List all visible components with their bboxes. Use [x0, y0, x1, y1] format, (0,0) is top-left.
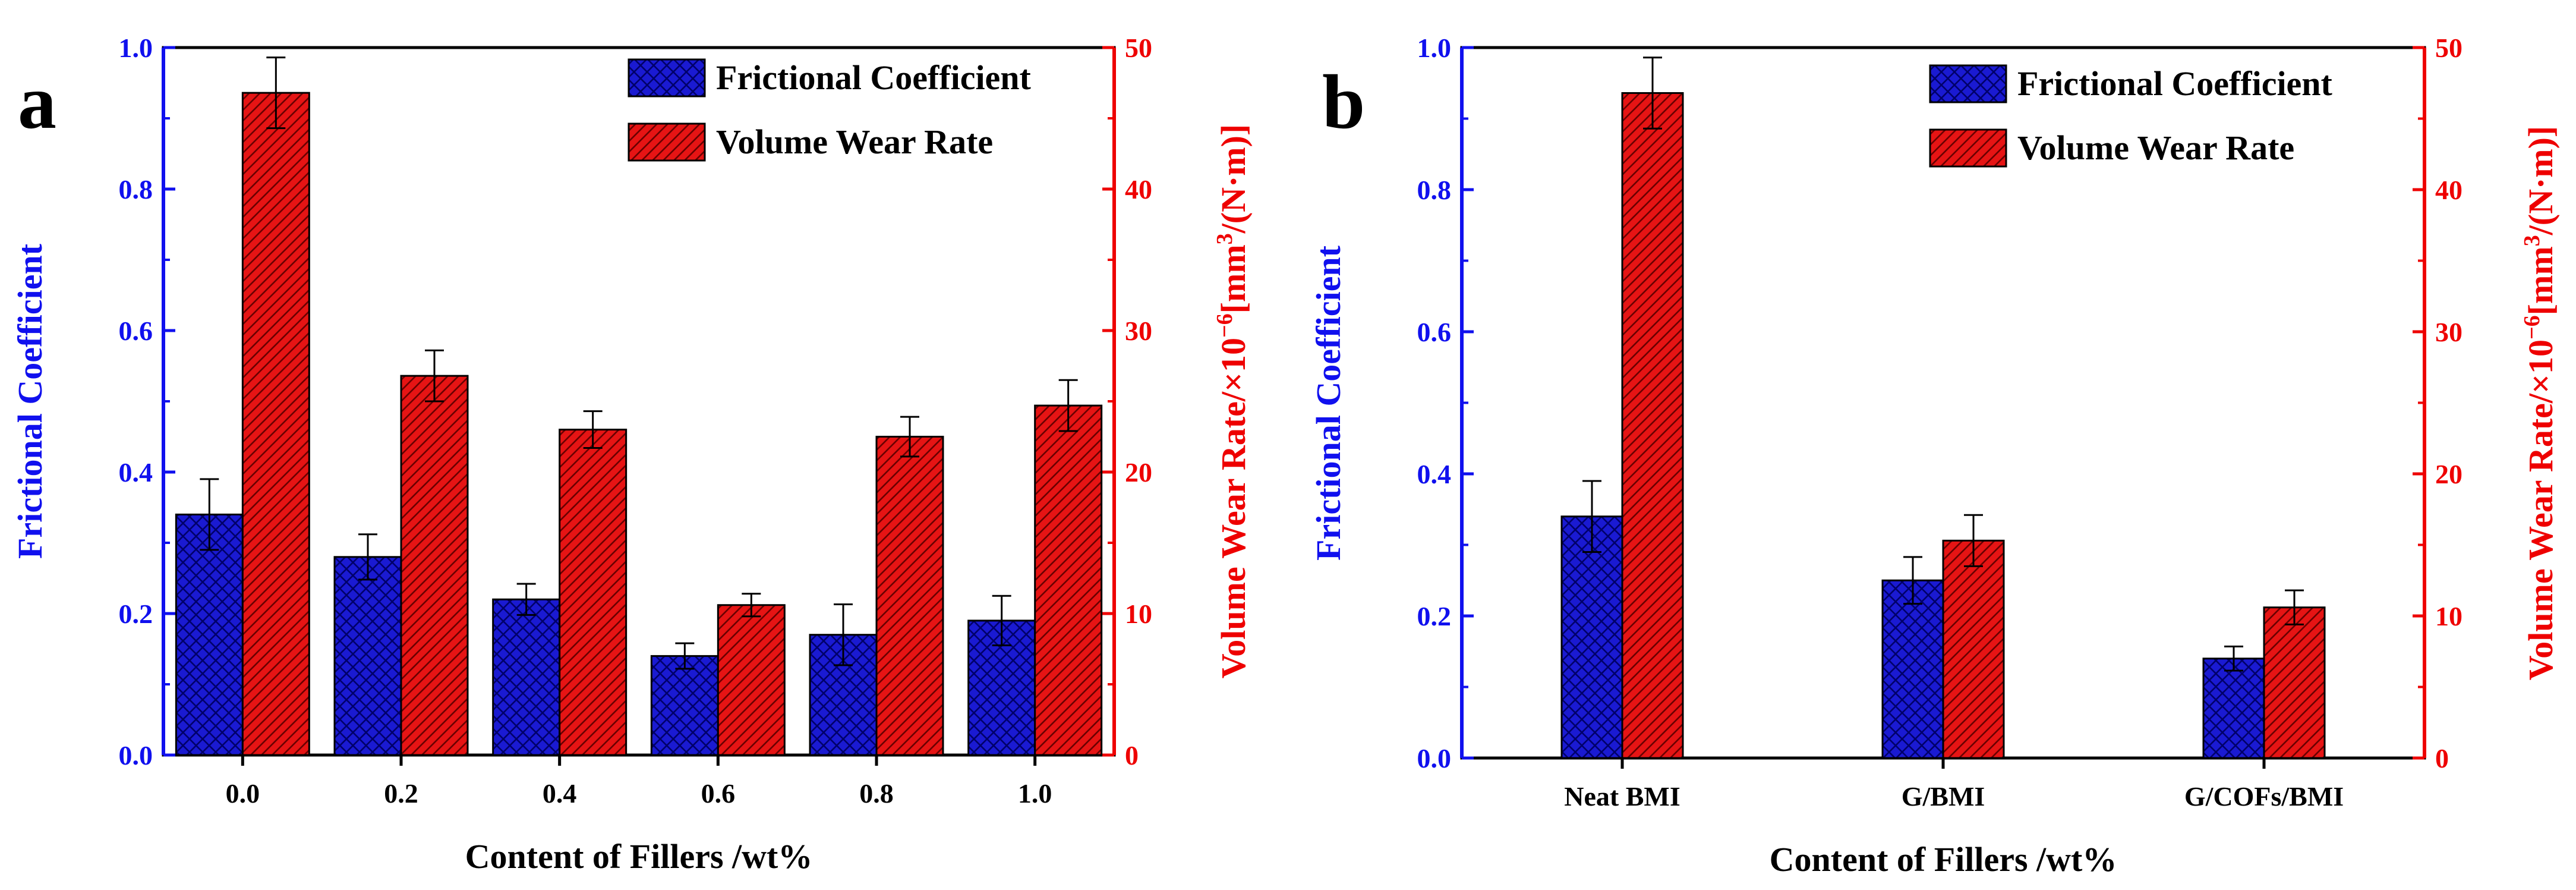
- legend-volume-wear-rate: Volume Wear Rate: [716, 122, 993, 161]
- x-tick-label: Neat BMI: [1564, 781, 1680, 812]
- right-tick-label: 20: [2435, 459, 2463, 489]
- right-y-axis-title: Volume Wear Rate/×10−6[mm3/(N·m)]: [2520, 126, 2560, 681]
- legend-frictional-coefficient: Frictional Coefficient: [2017, 64, 2333, 103]
- bar-frictional-coefficient: [333, 556, 402, 756]
- left-tick-label: 0.6: [119, 316, 153, 346]
- left-y-ticks: 0.0 0.2 0.4 0.6 0.8 1.0: [1417, 33, 1474, 773]
- right-tick-label: 40: [1125, 174, 1152, 205]
- right-tick-label: 50: [2435, 33, 2463, 63]
- x-tick-label: 0.2: [384, 778, 418, 809]
- x-axis-title: Content of Fillers /wt%: [465, 837, 813, 876]
- right-tick-label: 20: [1125, 457, 1152, 488]
- x-tick-label: 0.0: [226, 778, 260, 809]
- x-tick-label: G/COFs/BMI: [2184, 781, 2344, 812]
- x-ticks: 0.0 0.2 0.4 0.6 0.8 1.0: [226, 755, 1052, 809]
- left-tick-label: 0.2: [1417, 601, 1452, 631]
- right-y-ticks: 0 10 20 30 40 50: [1102, 33, 1152, 771]
- bar-volume-wear-rate: [2263, 606, 2326, 759]
- bars: [175, 56, 1103, 756]
- bar-frictional-coefficient: [492, 598, 561, 756]
- right-tick-label: 10: [2435, 601, 2463, 631]
- legend: Frictional Coefficient Volume Wear Rate: [628, 58, 1032, 162]
- left-tick-label: 0.6: [1417, 317, 1452, 347]
- x-tick-label: 1.0: [1018, 778, 1052, 809]
- right-tick-label: 0: [1125, 740, 1139, 771]
- bar-frictional-coefficient: [1881, 579, 1944, 759]
- right-tick-label: 40: [2435, 175, 2463, 205]
- right-tick-label: 50: [1125, 33, 1152, 63]
- panel-label: b: [1322, 59, 1365, 145]
- x-tick-label: 0.6: [701, 778, 736, 809]
- bar-frictional-coefficient: [2202, 658, 2265, 759]
- bar-volume-wear-rate: [875, 436, 944, 756]
- right-y-ticks: 0 10 20 30 40 50: [2413, 33, 2463, 773]
- legend-swatch-blue: [628, 58, 706, 98]
- right-tick-label: 0: [2435, 743, 2449, 773]
- left-tick-label: 1.0: [1417, 33, 1452, 63]
- bar-volume-wear-rate: [400, 375, 469, 756]
- legend-swatch-red: [1929, 128, 2007, 168]
- panel-b: b 0.0 0.2 0.4 0.6 0.8 1.0 0 10 20 30 40 50 Neat BM…: [1309, 33, 2560, 879]
- x-tick-label: G/BMI: [1902, 781, 1985, 812]
- x-tick-label: 0.8: [859, 778, 894, 809]
- bar-volume-wear-rate: [241, 92, 310, 756]
- left-y-ticks: 0.0 0.2 0.4 0.6 0.8 1.0: [119, 33, 175, 771]
- left-tick-label: 0.0: [1417, 743, 1452, 773]
- left-tick-label: 0.0: [119, 740, 153, 771]
- left-tick-label: 0.2: [119, 599, 153, 629]
- bar-volume-wear-rate: [1034, 404, 1103, 756]
- legend-swatch-blue: [1929, 64, 2007, 103]
- left-tick-label: 0.8: [119, 174, 153, 205]
- left-y-axis-title: Frictional Coefficient: [11, 243, 49, 559]
- bars: [1560, 56, 2326, 759]
- legend-swatch-red: [628, 122, 706, 162]
- panel-label: a: [18, 59, 56, 145]
- right-y-axis-title: Volume Wear Rate/×10−6[mm3/(N·m)]: [1212, 124, 1253, 679]
- bar-volume-wear-rate: [559, 429, 628, 756]
- x-ticks: Neat BMI G/BMI G/COFs/BMI: [1564, 758, 2344, 812]
- right-tick-label: 30: [1125, 316, 1152, 346]
- right-tick-label: 10: [1125, 599, 1152, 629]
- right-tick-label: 30: [2435, 317, 2463, 347]
- bar-frictional-coefficient: [650, 655, 719, 756]
- x-axis-title: Content of Fillers /wt%: [1770, 840, 2117, 879]
- bar-frictional-coefficient: [967, 619, 1036, 756]
- bar-volume-wear-rate: [1621, 92, 1684, 759]
- x-tick-label: 0.4: [543, 778, 577, 809]
- left-tick-label: 0.8: [1417, 175, 1452, 205]
- bar-volume-wear-rate: [717, 604, 786, 756]
- bar-volume-wear-rate: [1942, 539, 2005, 759]
- legend-frictional-coefficient: Frictional Coefficient: [716, 58, 1032, 97]
- left-tick-label: 1.0: [119, 33, 153, 63]
- legend: Frictional Coefficient Volume Wear Rate: [1929, 64, 2333, 168]
- left-y-axis-title: Frictional Coefficient: [1309, 245, 1348, 561]
- left-tick-label: 0.4: [1417, 459, 1452, 489]
- left-tick-label: 0.4: [119, 457, 153, 488]
- legend-volume-wear-rate: Volume Wear Rate: [2017, 128, 2294, 167]
